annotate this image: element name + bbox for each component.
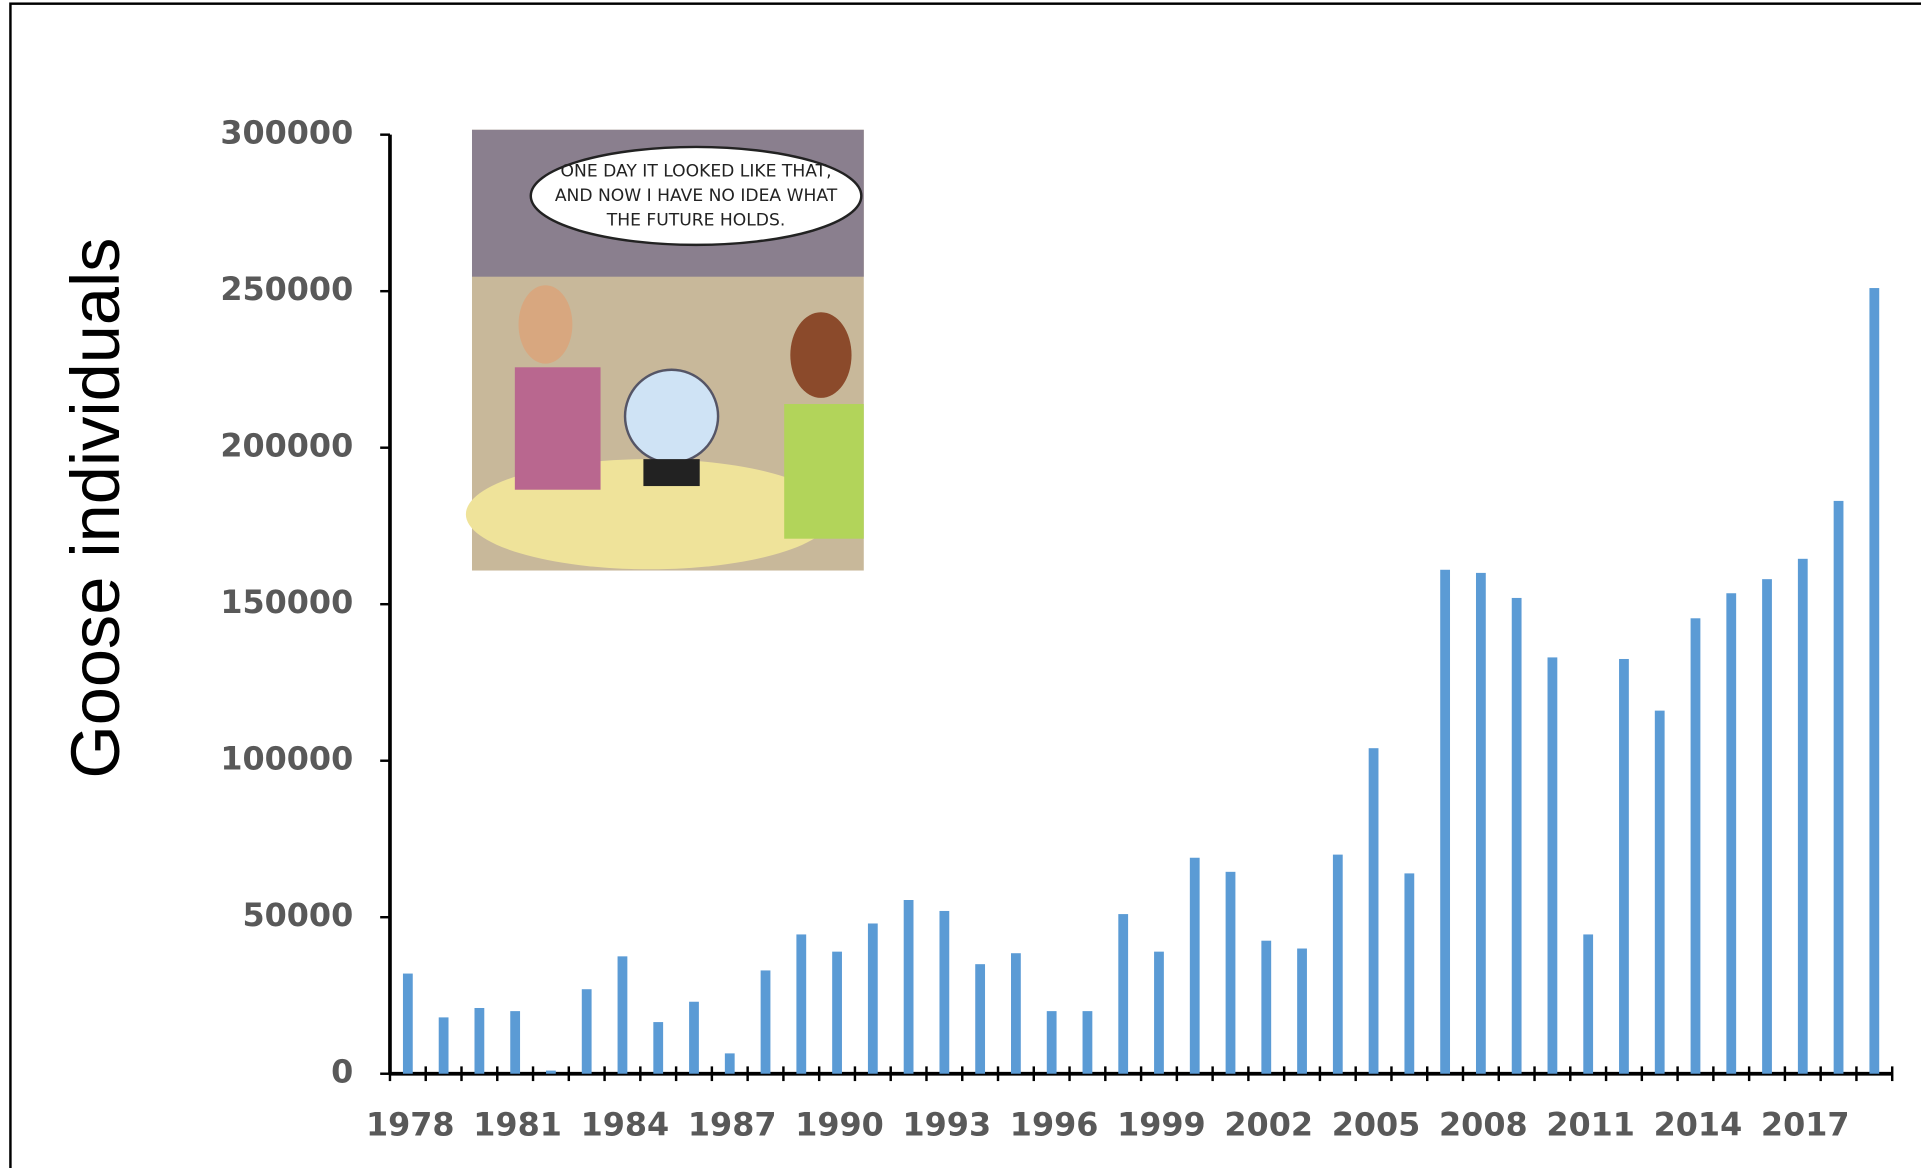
bar — [1118, 914, 1129, 1074]
x-tick-label: 2008 — [1439, 1105, 1528, 1143]
x-tick-label: 1993 — [903, 1105, 992, 1143]
bar — [1440, 569, 1451, 1074]
bar — [1082, 1011, 1093, 1074]
x-tick-label: 2014 — [1654, 1105, 1743, 1143]
x-tick-label: 1981 — [473, 1105, 562, 1143]
bar — [975, 964, 986, 1074]
bar — [1225, 871, 1236, 1074]
bar — [760, 970, 771, 1074]
bar — [724, 1053, 735, 1074]
x-tick-label: 1990 — [795, 1105, 884, 1143]
x-tick-label: 1978 — [366, 1105, 455, 1143]
y-tick-label: 150000 — [220, 583, 353, 621]
y-tick-label: 200000 — [220, 427, 353, 465]
x-tick-label: 1984 — [581, 1105, 670, 1143]
bar — [867, 923, 878, 1074]
bar — [1511, 597, 1522, 1074]
bar — [832, 951, 842, 1074]
cartoon-text: ONE DAY IT LOOKED LIKE THAT, — [561, 161, 832, 181]
y-tick-label: 300000 — [220, 114, 353, 152]
bar — [1261, 940, 1272, 1074]
bar — [796, 934, 807, 1074]
bar — [1762, 579, 1772, 1074]
bar — [1654, 710, 1665, 1074]
x-tick-label: 2002 — [1224, 1105, 1313, 1143]
bar — [939, 910, 950, 1074]
bar — [1475, 572, 1486, 1074]
bar — [617, 956, 628, 1074]
y-tick-label: 100000 — [220, 740, 353, 778]
bar — [1583, 934, 1594, 1074]
bar — [474, 1007, 485, 1074]
bar — [1690, 618, 1701, 1074]
cartoon-stand — [643, 459, 700, 487]
speech-bubble — [529, 145, 863, 247]
bar — [1547, 657, 1558, 1074]
cartoon-text: AND NOW I HAVE NO IDEA WHAT — [555, 186, 838, 206]
bar — [1797, 558, 1808, 1074]
y-tick-label: 50000 — [243, 896, 354, 934]
slide-frame — [9, 2, 1921, 1168]
x-tick-label: 1999 — [1117, 1105, 1206, 1143]
cartoon-text: THE FUTURE HOLDS. — [606, 210, 786, 230]
x-tick-label: 1996 — [1010, 1105, 1099, 1143]
x-tick-label: 1987 — [688, 1105, 777, 1143]
cartoon-crystal-ball — [623, 368, 720, 465]
bar — [1011, 953, 1021, 1074]
bar — [689, 1001, 699, 1074]
bar — [1297, 948, 1307, 1074]
bar — [1046, 1011, 1057, 1074]
bar — [1404, 873, 1415, 1074]
bar — [1619, 658, 1629, 1074]
y-axis-label: Goose individuals — [57, 238, 134, 779]
bar — [903, 900, 914, 1074]
x-tick-label: 2005 — [1332, 1105, 1421, 1143]
bar — [1332, 854, 1343, 1074]
x-tick-label: 2017 — [1761, 1105, 1850, 1143]
cartoon-hair — [790, 312, 852, 398]
bar — [510, 1011, 521, 1074]
y-tick-label: 250000 — [220, 270, 353, 308]
cartoon-figure — [514, 367, 601, 490]
y-tick-label: 0 — [331, 1053, 353, 1091]
bar — [402, 973, 413, 1074]
x-tick-label: 2011 — [1546, 1105, 1635, 1143]
bar — [1869, 288, 1880, 1074]
bar — [653, 1022, 664, 1074]
cartoon-face — [518, 285, 573, 364]
bar — [1833, 500, 1844, 1074]
bar — [1154, 951, 1164, 1074]
bar — [438, 1017, 449, 1074]
bar — [1368, 748, 1379, 1074]
bar — [581, 989, 592, 1074]
bar — [1189, 857, 1200, 1074]
cartoon: ONE DAY IT LOOKED LIKE THAT, AND NOW I H… — [465, 129, 864, 571]
bar — [546, 1070, 556, 1074]
bar — [1726, 593, 1737, 1074]
cartoon-figure — [784, 404, 864, 539]
